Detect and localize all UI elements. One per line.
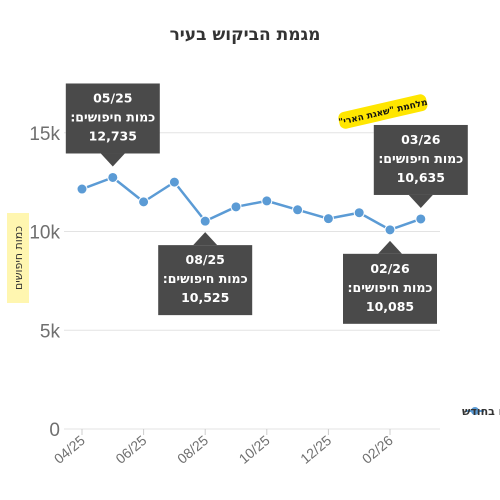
series-line [81, 176, 422, 232]
annotation-pointer [378, 240, 402, 254]
annotation-pointer [408, 194, 433, 208]
annotation-month: 08/25 [186, 252, 225, 267]
annotation-pointer [193, 232, 218, 246]
data-point [168, 176, 180, 188]
y-axis-label: כמות חיפושים [7, 213, 29, 303]
series-line-layer [81, 176, 422, 232]
y-tick-label: 10k [29, 223, 60, 244]
annotation-label: כמות חיפושים: [70, 109, 155, 124]
data-point [353, 207, 365, 219]
data-point [292, 204, 304, 216]
data-point [138, 196, 150, 208]
annotation-label: כמות חיפושים: [378, 151, 463, 166]
annotation-value: 10,525 [181, 290, 229, 305]
x-tick-label: 12/25 [297, 432, 334, 467]
data-point [415, 213, 427, 225]
data-point [261, 195, 273, 207]
x-tick-label: 08/25 [174, 432, 211, 467]
annotation-box [65, 83, 160, 154]
annotation-box [343, 253, 437, 324]
event-badge-background [338, 94, 428, 129]
annotation-callout: 03/26 כמות חיפושים: 10,635 [373, 124, 468, 208]
y-axis-label-text: כמות חיפושים [12, 226, 25, 290]
y-tick-label: 15k [29, 124, 60, 145]
annotation-callout: 05/25 כמות חיפושים: 12,735 [65, 83, 160, 167]
data-point [76, 183, 88, 195]
data-point [230, 201, 242, 213]
y-tick-label: 5k [40, 321, 61, 342]
legend-marker [471, 407, 479, 415]
data-point [322, 213, 334, 225]
annotation-value: 10,085 [366, 299, 414, 314]
annotation-callout: 02/26 כמות חיפושים: 10,085 [343, 240, 437, 324]
annotation-month: 05/25 [93, 90, 132, 105]
annotation-box [373, 124, 468, 195]
annotation-month: 03/26 [401, 132, 441, 147]
x-tick-label: 06/25 [112, 432, 149, 467]
annotation-value: 10,635 [397, 170, 445, 185]
data-point [107, 171, 119, 183]
annotation-label: כמות חיפושים: [348, 280, 433, 295]
event-badge: מלחמת "שאגת הארי" [338, 94, 429, 129]
annotation-pointer [100, 153, 125, 167]
annotation-value: 12,735 [89, 128, 137, 143]
x-tick-label: 02/26 [359, 432, 396, 467]
annotations: 05/25 כמות חיפושים: 12,735 08/25 כמות חיפושי… [65, 83, 468, 324]
legend[interactable]: חיפושים בחודש [462, 405, 500, 418]
y-tick-label: 0 [49, 420, 60, 441]
annotation-box [158, 245, 253, 316]
annotation-callout: 08/25 כמות חיפושים: 10,525 [158, 232, 253, 316]
series-points [76, 171, 427, 236]
chart-title: מגמת הביקוש בעיר [170, 25, 321, 45]
annotation-label: כמות חיפושים: [163, 271, 248, 286]
y-axis-ticks: 0 5k 10k 15k [29, 124, 60, 441]
x-tick-label: 10/25 [236, 432, 273, 467]
annotation-month: 02/26 [370, 261, 410, 276]
legend-label: חיפושים בחודש [462, 405, 500, 418]
data-point [384, 224, 396, 236]
data-point [199, 215, 211, 227]
x-axis-ticks: 04/25 06/25 08/25 10/25 12/25 02/26 [51, 429, 396, 467]
